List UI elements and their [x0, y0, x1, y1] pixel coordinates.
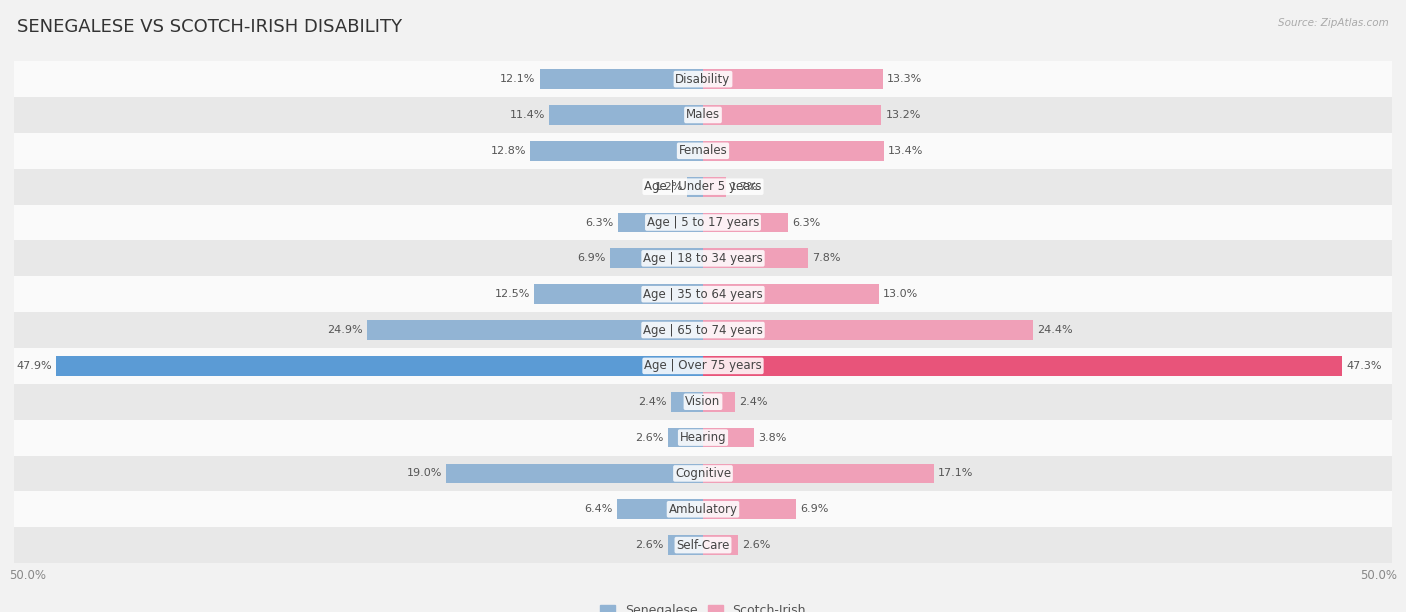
- Text: SENEGALESE VS SCOTCH-IRISH DISABILITY: SENEGALESE VS SCOTCH-IRISH DISABILITY: [17, 18, 402, 36]
- Text: Age | Under 5 years: Age | Under 5 years: [644, 180, 762, 193]
- Bar: [617, 499, 703, 519]
- Bar: [534, 285, 703, 304]
- Text: Age | 18 to 34 years: Age | 18 to 34 years: [643, 252, 763, 265]
- Text: 12.1%: 12.1%: [501, 74, 536, 84]
- Bar: [703, 69, 883, 89]
- Text: Self-Care: Self-Care: [676, 539, 730, 551]
- Text: Age | 5 to 17 years: Age | 5 to 17 years: [647, 216, 759, 229]
- Text: 47.3%: 47.3%: [1346, 361, 1382, 371]
- Bar: [703, 463, 934, 483]
- Bar: [14, 491, 1392, 527]
- Bar: [548, 105, 703, 125]
- Bar: [703, 499, 796, 519]
- Bar: [14, 97, 1392, 133]
- Bar: [703, 212, 789, 233]
- Text: 17.1%: 17.1%: [938, 468, 973, 479]
- Text: 6.9%: 6.9%: [578, 253, 606, 263]
- Text: 6.4%: 6.4%: [583, 504, 613, 514]
- Text: 47.9%: 47.9%: [17, 361, 52, 371]
- Bar: [14, 455, 1392, 491]
- Text: Hearing: Hearing: [679, 431, 727, 444]
- Bar: [703, 320, 1032, 340]
- Text: 2.6%: 2.6%: [636, 540, 664, 550]
- Bar: [14, 527, 1392, 563]
- Bar: [14, 169, 1392, 204]
- Text: Males: Males: [686, 108, 720, 121]
- Text: 13.0%: 13.0%: [883, 289, 918, 299]
- Bar: [14, 241, 1392, 276]
- Text: 13.3%: 13.3%: [887, 74, 922, 84]
- Text: 12.5%: 12.5%: [495, 289, 530, 299]
- Text: 12.8%: 12.8%: [491, 146, 526, 156]
- Text: 2.4%: 2.4%: [638, 397, 666, 407]
- Bar: [671, 392, 703, 412]
- Bar: [446, 463, 703, 483]
- Bar: [14, 420, 1392, 455]
- Bar: [14, 133, 1392, 169]
- Bar: [530, 141, 703, 161]
- Bar: [668, 536, 703, 555]
- Bar: [686, 177, 703, 196]
- Bar: [703, 105, 882, 125]
- Bar: [14, 384, 1392, 420]
- Text: Ambulatory: Ambulatory: [668, 503, 738, 516]
- Bar: [14, 312, 1392, 348]
- Bar: [703, 536, 738, 555]
- Text: Age | 65 to 74 years: Age | 65 to 74 years: [643, 324, 763, 337]
- Text: 7.8%: 7.8%: [813, 253, 841, 263]
- Text: 24.9%: 24.9%: [328, 325, 363, 335]
- Text: 13.2%: 13.2%: [886, 110, 921, 120]
- Text: Age | 35 to 64 years: Age | 35 to 64 years: [643, 288, 763, 300]
- Text: 24.4%: 24.4%: [1036, 325, 1073, 335]
- Bar: [703, 392, 735, 412]
- Text: Vision: Vision: [685, 395, 721, 408]
- Bar: [703, 356, 1341, 376]
- Bar: [56, 356, 703, 376]
- Bar: [703, 141, 884, 161]
- Text: Disability: Disability: [675, 73, 731, 86]
- Text: Age | Over 75 years: Age | Over 75 years: [644, 359, 762, 372]
- Bar: [610, 248, 703, 268]
- Legend: Senegalese, Scotch-Irish: Senegalese, Scotch-Irish: [600, 604, 806, 612]
- Bar: [703, 428, 755, 447]
- Text: 6.9%: 6.9%: [800, 504, 828, 514]
- Bar: [703, 285, 879, 304]
- Bar: [14, 276, 1392, 312]
- Text: Source: ZipAtlas.com: Source: ZipAtlas.com: [1278, 18, 1389, 28]
- Bar: [703, 177, 725, 196]
- Bar: [14, 204, 1392, 241]
- Text: Cognitive: Cognitive: [675, 467, 731, 480]
- Bar: [703, 248, 808, 268]
- Text: 2.4%: 2.4%: [740, 397, 768, 407]
- Text: 1.7%: 1.7%: [730, 182, 758, 192]
- Text: 2.6%: 2.6%: [636, 433, 664, 442]
- Bar: [367, 320, 703, 340]
- Text: 3.8%: 3.8%: [758, 433, 787, 442]
- Text: 1.2%: 1.2%: [654, 182, 683, 192]
- Text: 11.4%: 11.4%: [509, 110, 546, 120]
- Text: 2.6%: 2.6%: [742, 540, 770, 550]
- Text: 19.0%: 19.0%: [406, 468, 443, 479]
- Text: 13.4%: 13.4%: [889, 146, 924, 156]
- Bar: [668, 428, 703, 447]
- Bar: [617, 212, 703, 233]
- Text: 6.3%: 6.3%: [792, 217, 821, 228]
- Bar: [14, 61, 1392, 97]
- Text: Females: Females: [679, 144, 727, 157]
- Bar: [540, 69, 703, 89]
- Text: 6.3%: 6.3%: [585, 217, 614, 228]
- Bar: [14, 348, 1392, 384]
